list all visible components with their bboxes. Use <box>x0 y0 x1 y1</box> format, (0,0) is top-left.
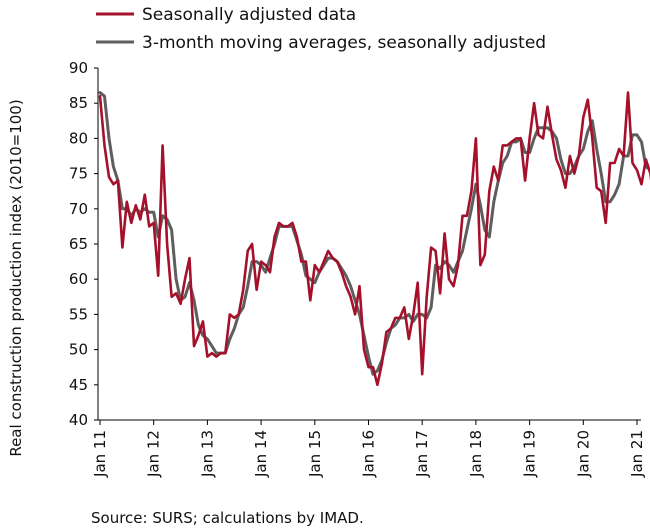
source-note: Source: SURS; calculations by IMAD. <box>91 509 364 527</box>
y-tick-label: 75 <box>69 165 88 183</box>
y-axis: 40 45 50 55 60 65 70 75 80 85 90 <box>69 59 99 429</box>
series-line-moving-average <box>98 91 650 376</box>
x-tick-label: Jan 17 <box>413 430 431 478</box>
y-tick-label: 85 <box>69 94 88 112</box>
y-tick-label: 65 <box>69 235 88 253</box>
legend: Seasonally adjusted data 3-month moving … <box>96 5 546 53</box>
y-tick-label: 40 <box>69 411 88 429</box>
x-tick-label: Jan 20 <box>574 430 592 478</box>
x-axis: Jan 11 Jan 12 Jan 13 Jan 14 Jan 15 Jan 16 Jan … <box>91 419 646 478</box>
x-tick-label: Jan 14 <box>252 430 270 478</box>
y-tick-label: 45 <box>69 376 88 394</box>
y-tick-label: 50 <box>69 341 88 359</box>
legend-label-seasonally-adjusted: Seasonally adjusted data <box>142 5 356 25</box>
y-tick-label: 70 <box>69 200 88 218</box>
legend-label-moving-average: 3-month moving averages, seasonally adju… <box>142 33 546 53</box>
y-tick-label: 80 <box>69 129 88 147</box>
x-tick-label: Jan 18 <box>467 430 485 478</box>
series-layer <box>98 91 650 387</box>
y-tick-label: 55 <box>69 305 88 323</box>
x-tick-label: Jan 21 <box>628 430 646 478</box>
x-tick-label: Jan 11 <box>91 430 109 478</box>
y-tick-label: 60 <box>69 270 88 288</box>
series-line-seasonally-adjusted <box>98 91 650 387</box>
x-tick-label: Jan 16 <box>360 430 378 478</box>
x-tick-label: Jan 13 <box>198 430 216 478</box>
x-tick-label: Jan 15 <box>306 430 324 478</box>
x-tick-label: Jan 12 <box>145 430 163 478</box>
y-tick-label: 90 <box>69 59 88 77</box>
x-tick-label: Jan 19 <box>521 430 539 478</box>
y-axis-title: Real construction production index (2010… <box>7 99 25 456</box>
